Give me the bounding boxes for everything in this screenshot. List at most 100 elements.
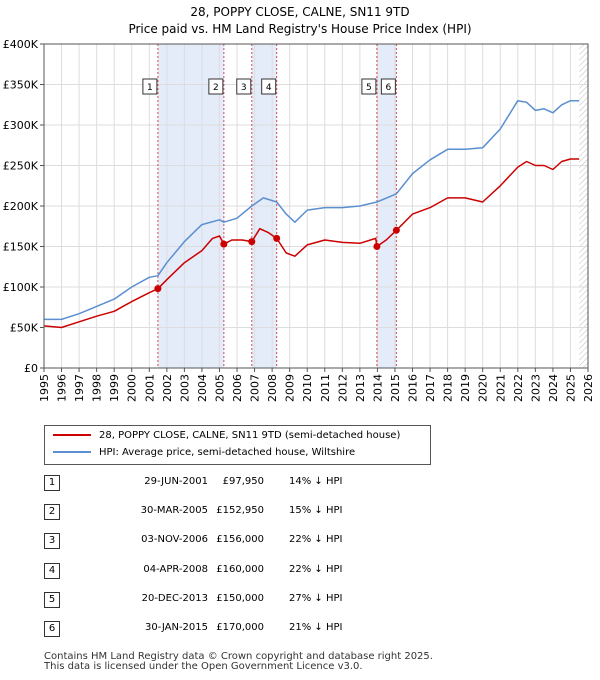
sale-hpi-diff: 21% ↓ HPI <box>289 622 343 633</box>
x-tick-label: 2018 <box>442 374 455 402</box>
table-row: 4 04-APR-2008 £160,000 22% ↓ HPI <box>44 560 464 580</box>
sale-label: 2 <box>213 83 219 93</box>
sale-label-box <box>142 78 158 95</box>
legend-item-property: 28, POPPY CLOSE, CALNE, SN11 9TD (semi-d… <box>53 428 400 444</box>
sale-label: 4 <box>266 83 272 93</box>
sale-number: 2 <box>44 504 60 520</box>
x-tick-label: 2005 <box>213 374 226 402</box>
sale-label-box <box>261 78 277 95</box>
sale-point <box>273 234 281 242</box>
legend-item-hpi: HPI: Average price, semi-detached house,… <box>53 445 355 461</box>
sale-point <box>373 243 381 250</box>
sale-hpi-diff: 22% ↓ HPI <box>289 534 343 545</box>
sale-price: £152,950 <box>216 505 264 516</box>
y-tick-label: £150K <box>3 241 39 254</box>
sale-point <box>220 240 228 248</box>
sale-date: 29-JUN-2001 <box>144 476 208 487</box>
x-tick-label: 2012 <box>336 374 349 402</box>
sale-price: £97,950 <box>222 476 264 487</box>
table-row: 6 30-JAN-2015 £170,000 21% ↓ HPI <box>44 618 464 638</box>
x-tick-label: 2019 <box>459 374 472 402</box>
sale-point <box>248 238 256 246</box>
legend-label-property: 28, POPPY CLOSE, CALNE, SN11 9TD (semi-d… <box>99 430 401 441</box>
sale-price: £150,000 <box>216 593 264 604</box>
y-tick-label: £400K <box>3 38 39 51</box>
sale-number: 3 <box>44 533 60 549</box>
sale-point <box>392 226 400 234</box>
x-tick-label: 2025 <box>564 374 577 402</box>
table-row: 3 03-NOV-2006 £156,000 22% ↓ HPI <box>44 530 464 550</box>
x-tick-label: 2008 <box>266 374 279 402</box>
sale-number: 4 <box>44 563 60 579</box>
x-tick-label: 2020 <box>477 374 490 402</box>
x-tick-label: 2014 <box>371 374 384 402</box>
x-tick-label: 2021 <box>494 374 507 402</box>
sale-date: 30-MAR-2005 <box>140 505 208 516</box>
x-tick-label: 2009 <box>284 374 297 402</box>
legend-label-hpi: HPI: Average price, semi-detached house,… <box>99 447 356 458</box>
y-tick-label: £0 <box>24 362 38 375</box>
sale-price: £170,000 <box>216 622 264 633</box>
sale-label-box <box>380 78 396 95</box>
sale-date: 03-NOV-2006 <box>141 534 208 545</box>
sale-label-box <box>236 78 252 95</box>
sale-hpi-diff: 14% ↓ HPI <box>289 476 343 487</box>
x-tick-label: 2011 <box>319 374 332 402</box>
y-tick-label: £100K <box>3 281 39 294</box>
sale-hpi-diff: 22% ↓ HPI <box>289 564 343 575</box>
x-tick-label: 2003 <box>178 374 191 402</box>
sale-date: 04-APR-2008 <box>143 564 208 575</box>
footer-license: This data is licensed under the Open Gov… <box>44 661 363 672</box>
chart-legend: 28, POPPY CLOSE, CALNE, SN11 9TD (semi-d… <box>44 425 431 465</box>
x-tick-label: 2022 <box>512 374 525 402</box>
sale-number: 5 <box>44 592 60 608</box>
chart-title: 28, POPPY CLOSE, CALNE, SN11 9TD <box>190 5 410 19</box>
x-tick-label: 1995 <box>38 374 51 402</box>
footer-notice: Contains HM Land Registry data © Crown c… <box>44 652 433 672</box>
y-tick-label: £300K <box>3 119 39 132</box>
legend-swatch-hpi <box>53 451 91 453</box>
sale-hpi-diff: 27% ↓ HPI <box>289 593 343 604</box>
y-tick-label: £50K <box>10 322 39 335</box>
sale-date: 30-JAN-2015 <box>144 622 208 633</box>
y-tick-label: £250K <box>3 160 39 173</box>
sale-hpi-diff: 15% ↓ HPI <box>289 505 343 516</box>
y-tick-label: £200K <box>3 200 39 213</box>
x-tick-label: 2013 <box>354 374 367 402</box>
table-row: 5 20-DEC-2013 £150,000 27% ↓ HPI <box>44 589 464 609</box>
x-tick-label: 2001 <box>143 374 156 402</box>
x-tick-label: 2000 <box>126 374 139 402</box>
x-tick-label: 2026 <box>582 374 595 402</box>
x-tick-label: 2015 <box>389 374 402 402</box>
sale-label: 6 <box>386 83 392 93</box>
x-tick-label: 2023 <box>529 374 542 402</box>
x-tick-label: 2004 <box>196 374 209 402</box>
sale-number: 1 <box>44 475 60 491</box>
x-tick-label: 2007 <box>249 374 262 402</box>
legend-swatch-property <box>53 434 91 436</box>
x-tick-label: 2006 <box>231 374 244 402</box>
sale-date: 20-DEC-2013 <box>141 593 208 604</box>
sale-price: £160,000 <box>216 564 264 575</box>
x-tick-label: 2016 <box>407 374 420 402</box>
x-tick-label: 1998 <box>91 374 104 402</box>
sale-label-box <box>208 78 224 95</box>
sale-point <box>154 285 162 293</box>
sale-label: 1 <box>147 83 153 93</box>
price-chart: 1 2 3 4 5 6 £0 £50K £100K £150K £200K £250K £300K £3… <box>3 38 595 402</box>
sale-price: £156,000 <box>216 534 264 545</box>
footer-copyright: Contains HM Land Registry data © Crown c… <box>44 651 433 662</box>
x-tick-label: 2024 <box>547 374 560 402</box>
table-row: 1 29-JUN-2001 £97,950 14% ↓ HPI <box>44 472 464 492</box>
x-tick-label: 1997 <box>73 374 86 402</box>
y-tick-label: £350K <box>3 79 39 92</box>
chart-subtitle: Price paid vs. HM Land Registry's House … <box>128 22 472 36</box>
x-tick-label: 2017 <box>424 374 437 402</box>
x-tick-label: 2010 <box>301 374 314 402</box>
x-tick-label: 1996 <box>56 374 69 402</box>
sale-label: 5 <box>366 83 372 93</box>
hpi-series-line <box>44 99 580 321</box>
chart-title-block: 28, POPPY CLOSE, CALNE, SN11 9TD Price p… <box>0 4 600 38</box>
sale-number: 6 <box>44 621 60 637</box>
x-tick-label: 2002 <box>161 374 174 402</box>
